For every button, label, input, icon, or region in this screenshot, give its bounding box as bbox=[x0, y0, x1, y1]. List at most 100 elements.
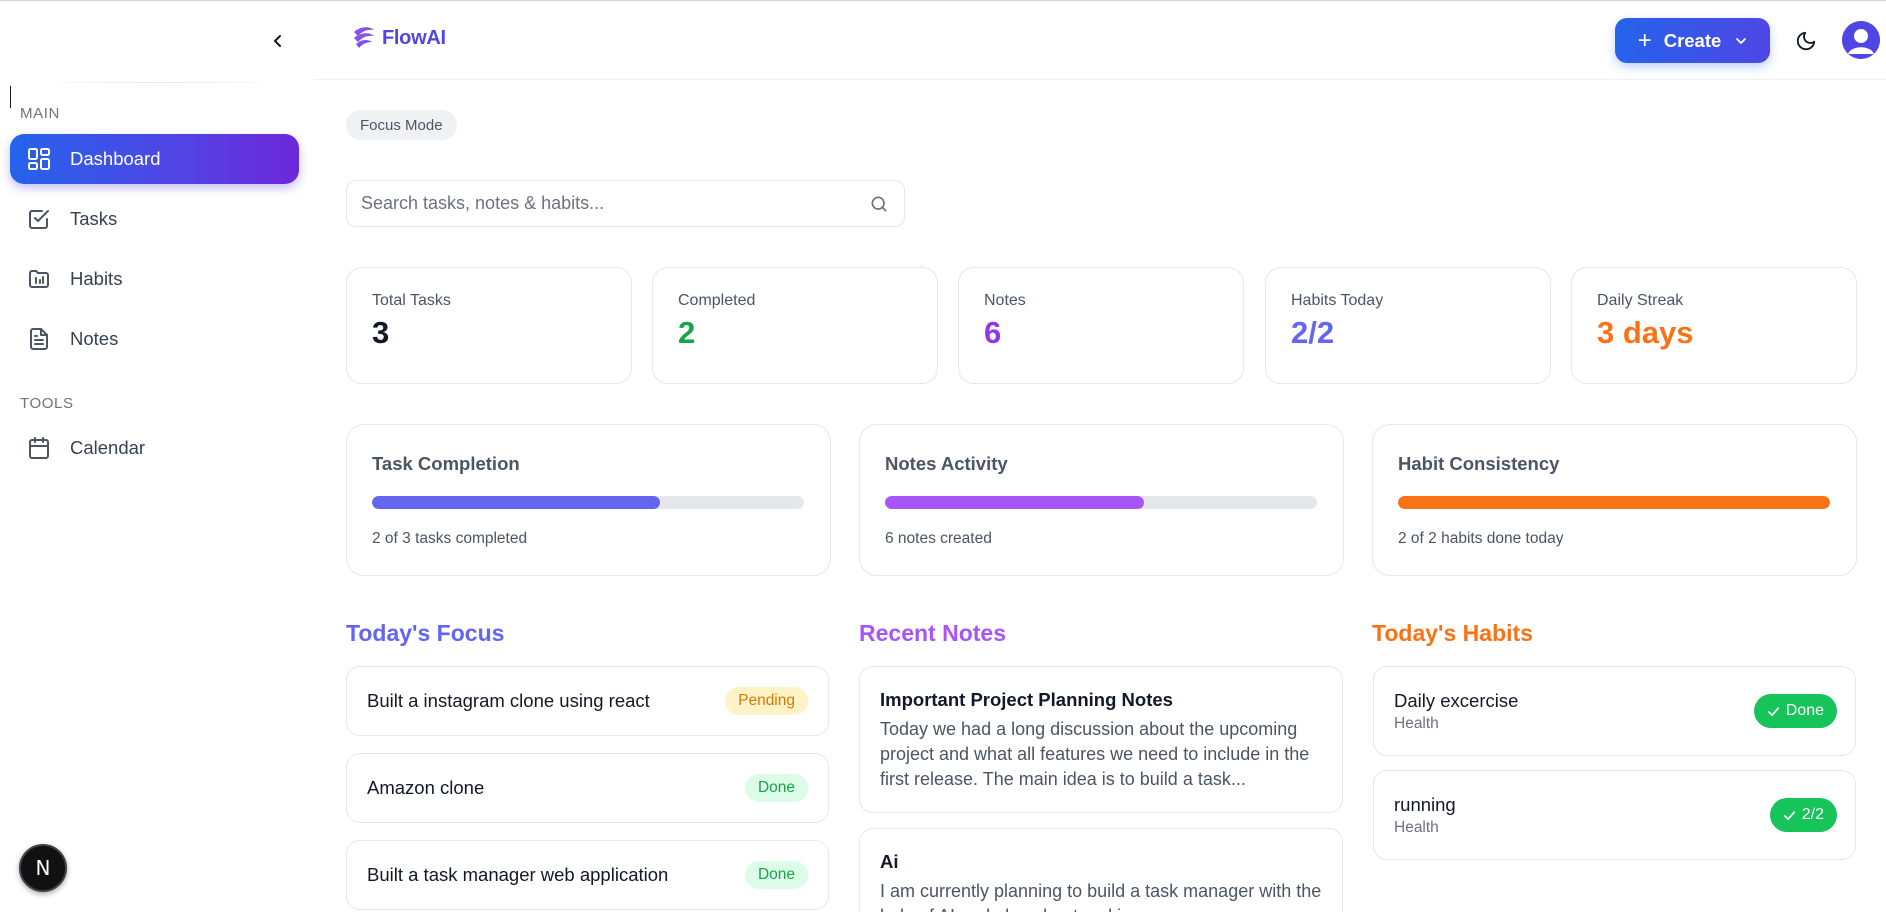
habit-card: running Health 2/2 bbox=[1373, 770, 1856, 860]
stat-label: Total Tasks bbox=[372, 292, 451, 309]
habit-name: running bbox=[1394, 793, 1456, 815]
stat-card-habits-today: Habits Today 2/2 bbox=[1265, 267, 1551, 384]
progress-fill bbox=[1398, 496, 1830, 509]
top-header: FlowAI + Create bbox=[314, 0, 1886, 80]
task-item[interactable]: Built a task manager web application Don… bbox=[346, 840, 829, 910]
check-icon bbox=[1783, 809, 1796, 822]
stat-label: Completed bbox=[678, 292, 756, 309]
stat-value: 2/2 bbox=[1291, 315, 1335, 350]
chevron-left-icon bbox=[274, 35, 281, 47]
app-logo[interactable]: FlowAI bbox=[350, 24, 446, 52]
stat-value: 6 bbox=[984, 315, 1002, 350]
sidebar-item-notes[interactable]: Notes bbox=[10, 314, 299, 364]
sidebar-item-label: Habits bbox=[70, 268, 123, 289]
habit-name: Daily excercise bbox=[1394, 689, 1519, 711]
progress-title: Notes Activity bbox=[885, 453, 1008, 474]
habit-info: running Health bbox=[1394, 794, 1456, 837]
task-name: Amazon clone bbox=[367, 777, 485, 798]
todays-focus-title: Today's Focus bbox=[346, 620, 505, 646]
sidebar-item-label: Dashboard bbox=[70, 148, 161, 169]
note-body: Today we had a long discussion about the… bbox=[880, 719, 1310, 789]
user-avatar[interactable] bbox=[1842, 21, 1880, 59]
task-item[interactable]: Amazon clone Done bbox=[346, 753, 829, 823]
calendar-icon bbox=[26, 435, 52, 461]
sidebar-item-calendar[interactable]: Calendar bbox=[10, 423, 299, 473]
sidebar-item-label: Tasks bbox=[70, 208, 118, 229]
habit-card: Daily excercise Health Done bbox=[1373, 666, 1856, 756]
sidebar: MAIN Dashboard Tasks Habits Notes TOOLS … bbox=[0, 0, 314, 912]
search-input[interactable] bbox=[361, 193, 868, 214]
plus-icon: + bbox=[1637, 26, 1652, 54]
habit-info: Daily excercise Health bbox=[1394, 690, 1518, 733]
progress-fill bbox=[372, 496, 661, 509]
section-label-tools: TOOLS bbox=[20, 395, 74, 412]
progress-track bbox=[372, 496, 804, 509]
progress-subtitle: 6 notes created bbox=[885, 530, 992, 547]
app-name: FlowAI bbox=[382, 26, 446, 49]
status-badge: Pending bbox=[725, 687, 808, 715]
habit-action-label: Done bbox=[1785, 702, 1824, 719]
sidebar-item-habits[interactable]: Habits bbox=[10, 254, 299, 304]
progress-track bbox=[1398, 496, 1830, 509]
habit-category: Health bbox=[1394, 714, 1439, 732]
stat-value: 2 bbox=[678, 315, 696, 350]
stat-card-notes: Notes 6 bbox=[958, 267, 1244, 384]
note-title: Important Project Planning Notes bbox=[880, 689, 1173, 710]
progress-card-task-completion: Task Completion 2 of 3 tasks completed bbox=[346, 424, 831, 576]
habit-progress-button[interactable]: 2/2 bbox=[1769, 798, 1837, 832]
todays-habits-title: Today's Habits bbox=[1372, 620, 1533, 646]
note-title: Ai bbox=[880, 851, 899, 872]
progress-fill bbox=[885, 496, 1145, 509]
check-icon bbox=[1767, 705, 1780, 718]
dev-tools-badge[interactable]: N bbox=[19, 844, 67, 892]
collapse-sidebar-button[interactable] bbox=[266, 29, 290, 53]
sidebar-item-dashboard[interactable]: Dashboard bbox=[10, 134, 299, 184]
stat-card-completed: Completed 2 bbox=[652, 267, 938, 384]
dashboard-icon bbox=[26, 146, 52, 172]
note-card[interactable]: Important Project Planning Notes Today w… bbox=[859, 666, 1343, 813]
progress-subtitle: 2 of 2 habits done today bbox=[1398, 530, 1564, 547]
habit-chart-icon bbox=[26, 266, 52, 292]
document-icon bbox=[26, 326, 52, 352]
sidebar-item-label: Calendar bbox=[70, 437, 146, 458]
status-badge: Done bbox=[744, 861, 808, 889]
habit-done-button[interactable]: Done bbox=[1753, 694, 1837, 728]
task-name: Built a instagram clone using react bbox=[367, 690, 650, 711]
note-body: I am currently planning to build a task … bbox=[880, 881, 1322, 912]
progress-title: Habit Consistency bbox=[1398, 453, 1560, 474]
task-item[interactable]: Built a instagram clone using react Pend… bbox=[346, 666, 829, 736]
stat-value: 3 bbox=[372, 315, 390, 350]
focus-mode-chip[interactable]: Focus Mode bbox=[346, 110, 457, 140]
recent-notes-title: Recent Notes bbox=[859, 620, 1006, 646]
sidebar-item-label: Notes bbox=[70, 328, 119, 349]
note-card[interactable]: Ai I am currently planning to build a ta… bbox=[859, 828, 1343, 912]
search-bar bbox=[346, 180, 905, 227]
create-button-label: Create bbox=[1663, 29, 1722, 51]
search-icon[interactable] bbox=[868, 193, 890, 215]
progress-track bbox=[885, 496, 1317, 509]
stat-card-total-tasks: Total Tasks 3 bbox=[346, 267, 632, 384]
section-label-main: MAIN bbox=[20, 105, 60, 122]
stat-label: Habits Today bbox=[1291, 292, 1384, 309]
create-button[interactable]: + Create bbox=[1615, 18, 1770, 63]
sidebar-item-tasks[interactable]: Tasks bbox=[10, 194, 299, 244]
stat-label: Notes bbox=[984, 292, 1026, 309]
stat-label: Daily Streak bbox=[1597, 292, 1684, 309]
progress-card-habit-consistency: Habit Consistency 2 of 2 habits done tod… bbox=[1372, 424, 1857, 576]
sidebar-divider bbox=[40, 82, 280, 83]
progress-card-notes-activity: Notes Activity 6 notes created bbox=[859, 424, 1344, 576]
status-badge: Done bbox=[744, 774, 808, 802]
user-icon bbox=[1842, 21, 1880, 59]
chevron-down-icon bbox=[1735, 35, 1747, 47]
progress-title: Task Completion bbox=[372, 453, 520, 474]
stat-value: 3 days bbox=[1597, 315, 1694, 350]
task-name: Built a task manager web application bbox=[367, 864, 669, 885]
checkbox-icon bbox=[26, 206, 52, 232]
habit-category: Health bbox=[1394, 818, 1439, 836]
theme-toggle-moon-icon[interactable] bbox=[1792, 27, 1820, 55]
stat-card-daily-streak: Daily Streak 3 days bbox=[1571, 267, 1857, 384]
habit-action-label: 2/2 bbox=[1801, 806, 1824, 823]
flowai-logo-icon bbox=[354, 27, 374, 48]
progress-subtitle: 2 of 3 tasks completed bbox=[372, 530, 528, 547]
text-cursor bbox=[10, 86, 11, 108]
